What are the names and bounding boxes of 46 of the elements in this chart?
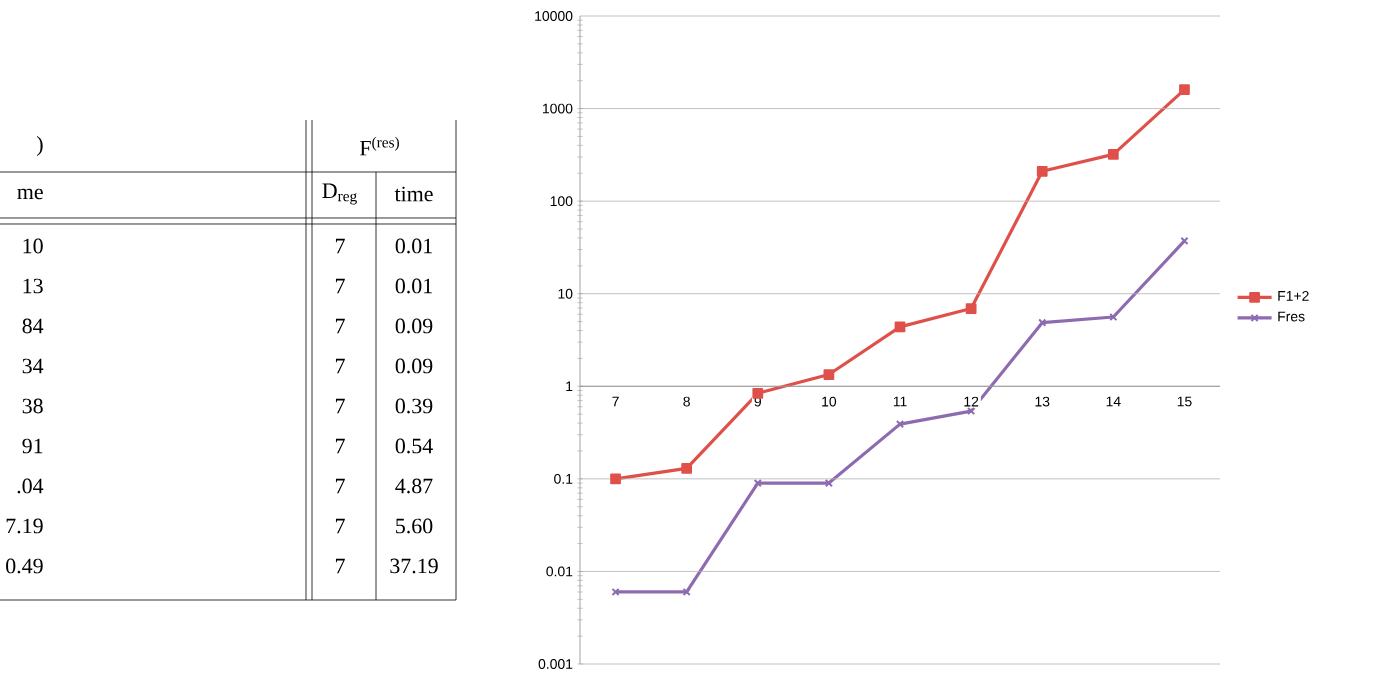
point	[1179, 84, 1190, 96]
point	[1107, 149, 1119, 160]
text: 0.39	[395, 398, 433, 414]
text: 38	[22, 398, 43, 414]
text: 0.01	[395, 238, 432, 254]
text: 0.49	[6, 558, 43, 574]
point	[681, 462, 693, 474]
text: 7	[335, 518, 345, 534]
text: 7	[335, 358, 345, 374]
text: 84	[22, 318, 44, 334]
text: 0.54	[395, 438, 433, 454]
text: 13	[23, 278, 43, 294]
text: 7.19	[6, 518, 43, 534]
text: time	[394, 186, 433, 202]
text: 10	[23, 238, 43, 254]
point	[682, 587, 691, 597]
point	[1038, 318, 1047, 327]
text: 0.09	[395, 318, 433, 334]
text: 7	[335, 238, 345, 254]
text: 34	[22, 358, 44, 374]
point	[1109, 312, 1118, 322]
point	[752, 387, 764, 399]
text: 7	[335, 438, 345, 454]
text: 7	[335, 558, 345, 574]
text: 91	[22, 438, 43, 454]
text: D$_{reg}$	[322, 183, 357, 205]
text: 0.01	[395, 278, 432, 294]
text: 5.60	[396, 518, 433, 534]
point	[823, 369, 835, 380]
text: 0.09	[395, 358, 433, 374]
text: 4.87	[395, 478, 433, 494]
text: .04	[17, 478, 44, 494]
point	[610, 473, 621, 485]
point	[753, 478, 762, 488]
text: 7	[335, 318, 345, 334]
point	[967, 406, 976, 416]
text: 37.19	[390, 558, 438, 574]
point	[895, 420, 905, 429]
text: 7	[335, 478, 345, 494]
text: )	[37, 136, 43, 156]
point	[1036, 165, 1048, 177]
point	[824, 478, 833, 488]
text: 7	[335, 278, 345, 294]
point	[965, 303, 977, 314]
text: F$^{(res)}$	[359, 136, 399, 156]
text: me	[17, 188, 43, 200]
